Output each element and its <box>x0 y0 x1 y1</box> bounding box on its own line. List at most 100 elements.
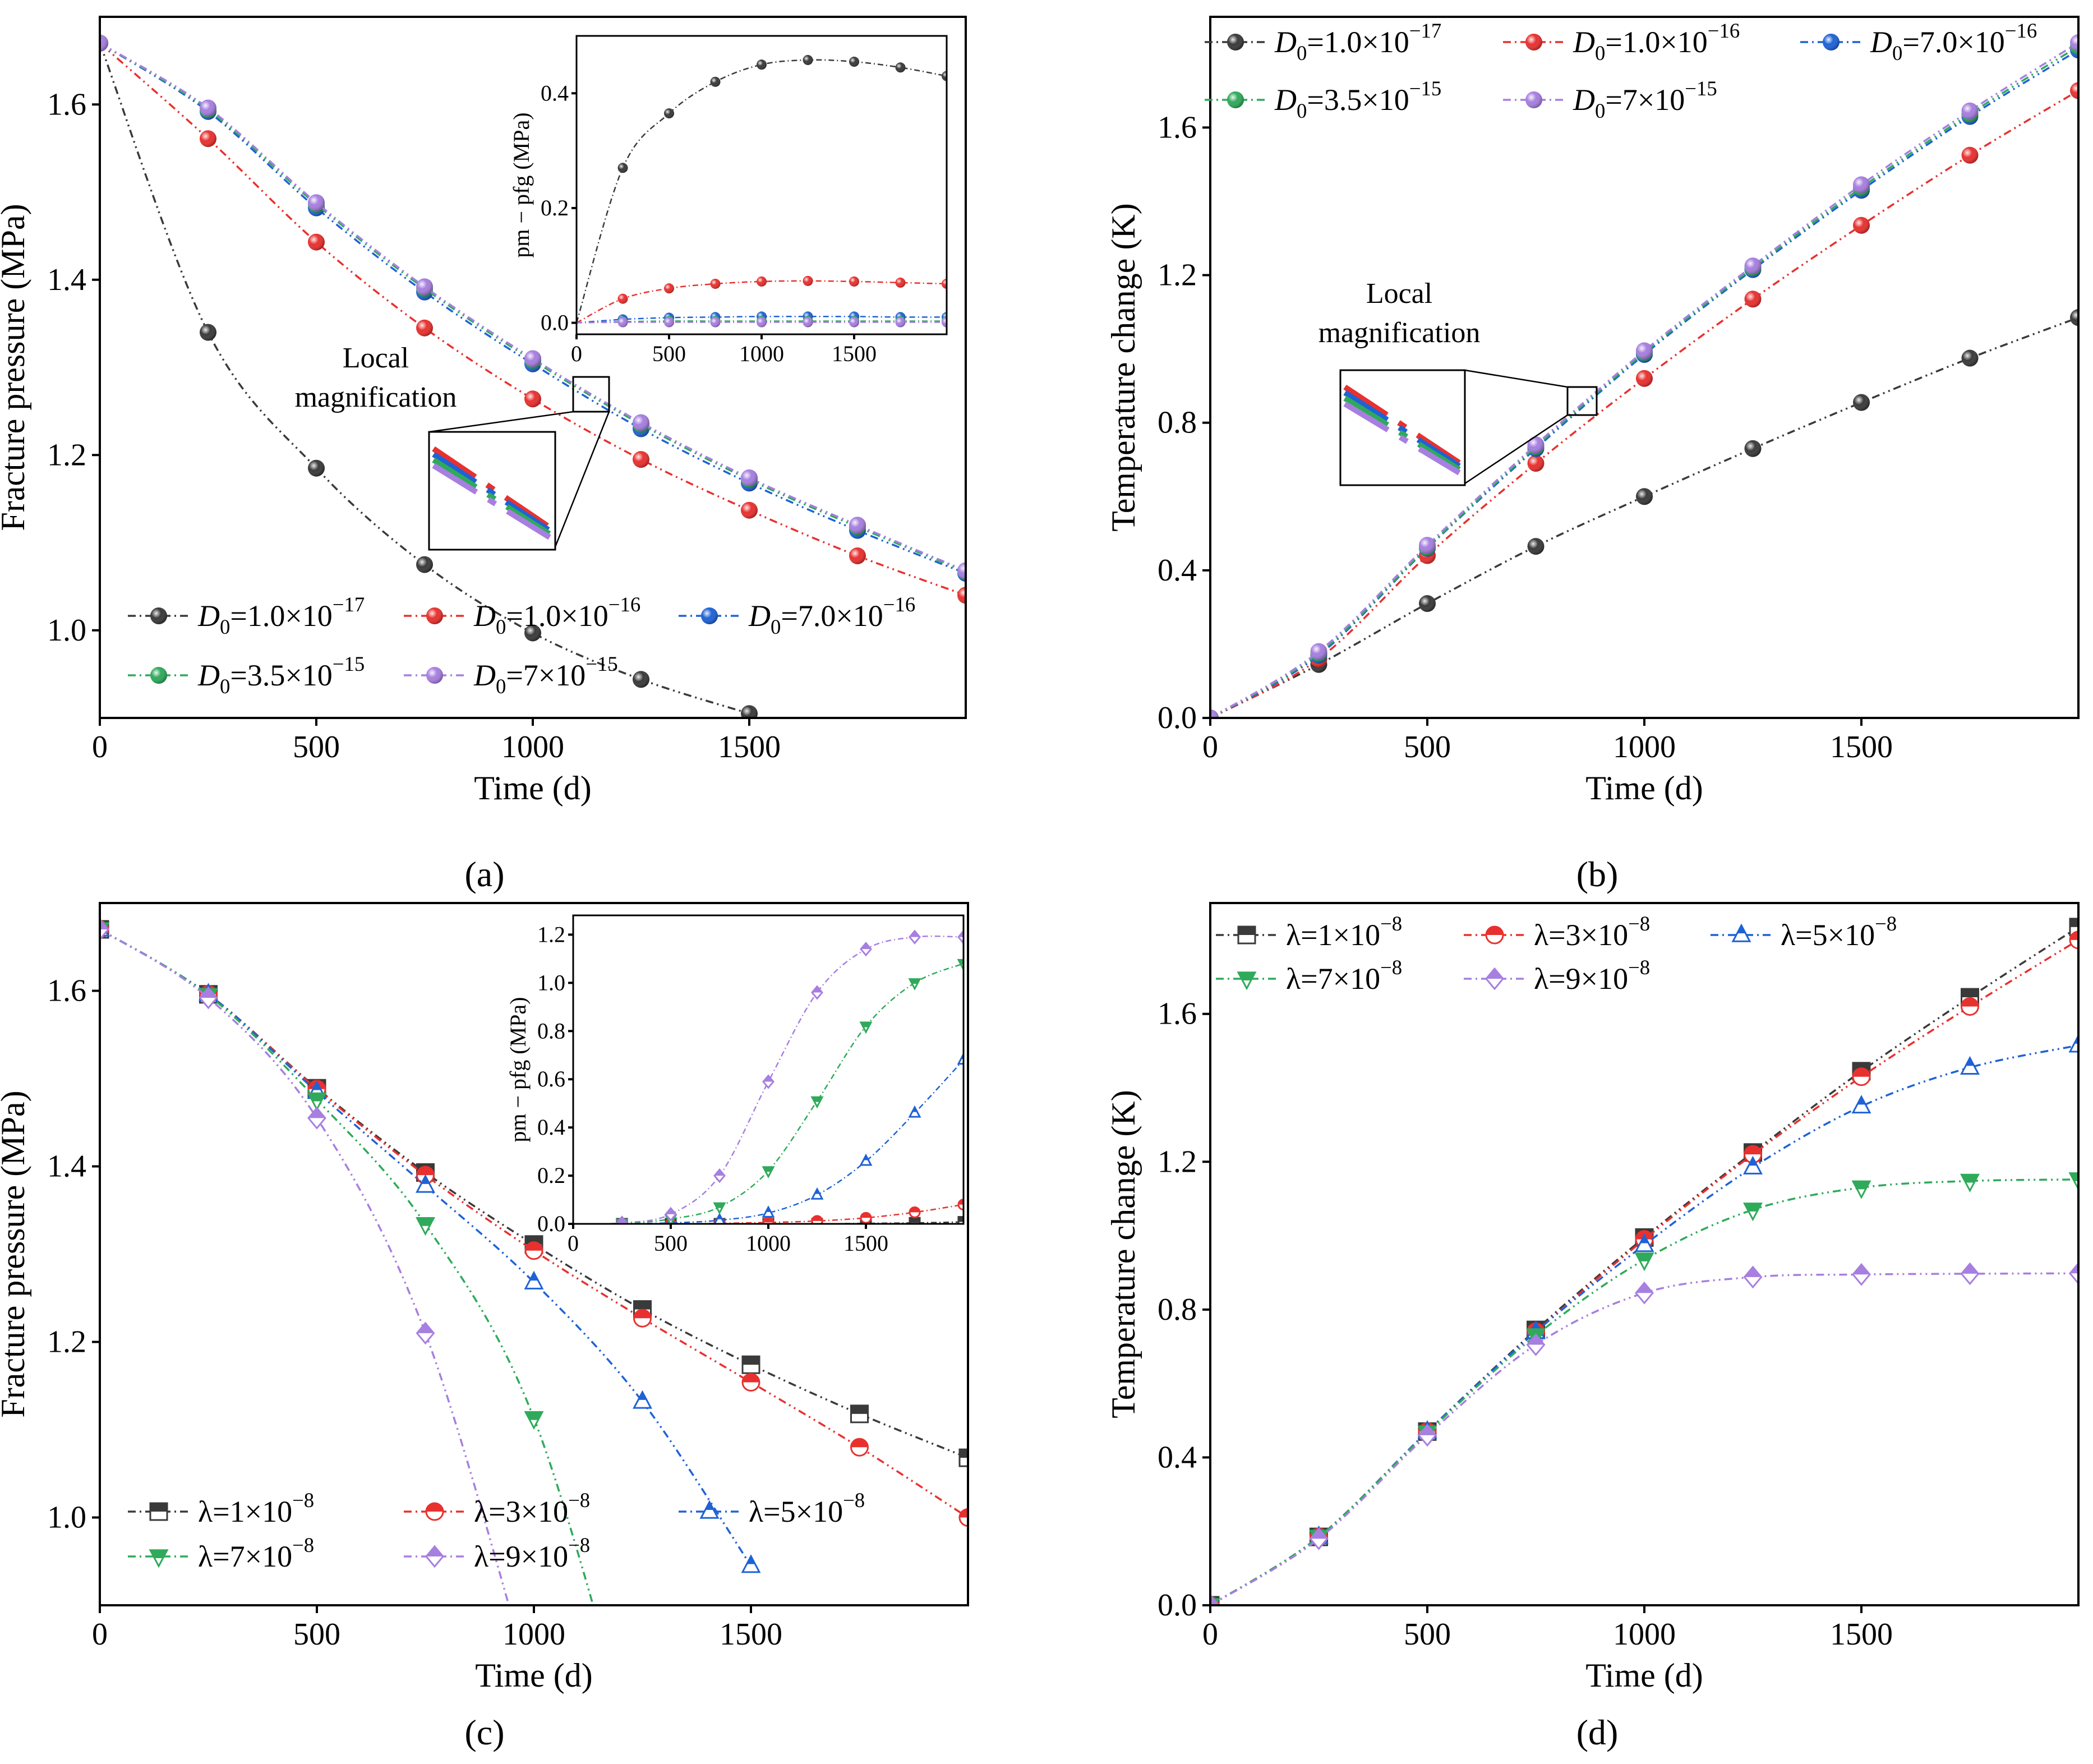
legend-label-2-exp: −8 <box>843 1489 865 1512</box>
legend-label-4-base: =7×10 <box>1605 83 1685 117</box>
magnification-curve-3 <box>432 463 551 540</box>
inset-point-2-4-half <box>766 1207 771 1212</box>
legend-label-1-exp: −8 <box>568 1489 590 1512</box>
data-point-1-5-shade <box>633 451 649 468</box>
legend-label-2-base: λ=5×10 <box>749 1495 843 1528</box>
data-point-2-5 <box>1743 1155 1763 1175</box>
magnification: Local magnification <box>1319 278 1598 486</box>
magnification-curve-3 <box>1343 401 1461 476</box>
inset-point-1-8-shade <box>942 278 947 289</box>
data-point-4-2-half <box>1419 1425 1436 1435</box>
data-point-2-6-half <box>746 1556 755 1564</box>
x-tick-label-3: 1500 <box>1830 730 1893 764</box>
legend-label-0-base: λ=1×10 <box>1286 918 1380 952</box>
inset-point-0-3-shade <box>710 76 721 87</box>
inset-y-tick-label-2: 0.4 <box>537 1114 565 1140</box>
legend-label-4-sym: D <box>473 658 496 692</box>
legend-label-4-exp: −15 <box>586 652 617 675</box>
data-point-0-5-shade <box>1744 440 1762 457</box>
inset-x-tick-label-0: 0 <box>571 341 582 366</box>
legend-label-4-base: λ=9×10 <box>1534 962 1628 996</box>
inset-point-4-5-half <box>812 986 822 993</box>
data-point-0-6-shade <box>1853 394 1870 411</box>
inset-point-0-2-shade <box>664 108 674 119</box>
legend-marker-1-shade <box>426 607 443 624</box>
inset-point-4-3-half <box>714 1169 725 1176</box>
legend-label-0: λ=1×10−8 <box>198 1489 314 1528</box>
data-point-1-8-half <box>2070 931 2078 940</box>
y-tick-label-3: 1.2 <box>1158 1144 1197 1179</box>
legend-marker-2-shade <box>1823 34 1840 50</box>
legend: D0=1.0×10−17 D0=1.0×10−16 D0=7.0×10−16D0=3… <box>128 593 915 698</box>
data-point-1-5-shade <box>1744 291 1762 308</box>
inset-point-1-2-shade <box>664 283 674 294</box>
y-tick-label-2: 0.8 <box>1158 406 1197 440</box>
magnification-connector-2 <box>1464 414 1568 485</box>
data-point-4-6-shade <box>741 469 758 486</box>
legend-marker-4-half <box>1486 969 1503 979</box>
y-tick-label-0: 1.0 <box>47 613 86 648</box>
y-tick-label-2: 1.4 <box>47 1149 86 1184</box>
data-point-4-7-half <box>1961 1263 1979 1274</box>
data-point-4-0-half <box>100 919 108 929</box>
inset-line-1 <box>577 280 947 324</box>
x-tick-label-0: 0 <box>1202 1617 1218 1652</box>
x-tick-label-1: 500 <box>293 730 340 764</box>
data-point-2-4 <box>1634 1233 1654 1252</box>
legend: λ=1×10−8 λ=3×10−8 λ=5×10−8λ=7×10−8 λ=9×10−8 <box>1216 912 1897 996</box>
legend-label-4-exp: −8 <box>568 1533 590 1556</box>
data-point-3-3-half <box>1527 1329 1545 1337</box>
inset-point-3-5-half <box>812 1097 822 1102</box>
data-point-4-5-half <box>1744 1266 1762 1277</box>
inset-point-1-7-half <box>910 1207 920 1213</box>
y-tick-label-2: 0.8 <box>1158 1292 1197 1327</box>
legend-label-3-exp: −15 <box>1409 77 1441 100</box>
inset-point-1-5-half <box>812 1215 822 1221</box>
legend-label-3: D0=3.5×10−15 <box>1274 77 1441 122</box>
legend-label-0: D0=1.0×10−17 <box>1274 19 1441 65</box>
legend-label-3-exp: −8 <box>292 1533 314 1556</box>
magnification-source-box <box>572 376 610 413</box>
inset-point-3-3-half <box>714 1203 725 1208</box>
legend-label-3: λ=7×10−8 <box>1286 956 1402 996</box>
legend-label-1-sub: 0 <box>1595 42 1605 65</box>
legend-label-1: λ=3×10−8 <box>474 1489 590 1528</box>
data-point-3-4-half <box>1636 1253 1653 1261</box>
data-point-1-7-shade <box>1961 146 1979 164</box>
y-tick-label-1: 0.4 <box>1158 553 1197 588</box>
data-point-4-1-half <box>1310 1528 1327 1539</box>
legend-label-0-base: λ=1×10 <box>198 1495 292 1528</box>
legend-label-2-sub: 0 <box>771 615 781 638</box>
x-tick-label-3: 1500 <box>720 1617 782 1652</box>
inset-y-tick-label-4: 0.8 <box>537 1018 565 1043</box>
inset-point-1-1-shade <box>617 293 628 304</box>
data-point-1-7-half <box>1961 998 1979 1007</box>
inset-y-axis-label: pm − pfg (MPa) <box>505 997 531 1142</box>
inset-point-0-7-shade <box>895 62 906 73</box>
legend-label-0: λ=1×10−8 <box>1286 912 1402 952</box>
y-axis-label: Fracture pressure (MPa) <box>0 1090 31 1417</box>
inset-point-0-8-half <box>958 1217 963 1222</box>
legend-label-2-exp: −16 <box>2005 19 2037 42</box>
data-point-1-4-shade <box>1636 370 1653 387</box>
inset-y-tick-label-6: 1.2 <box>537 922 565 947</box>
series-line-3 <box>100 42 966 573</box>
legend-label-1-exp: −16 <box>1708 19 1740 42</box>
y-tick-label-3: 1.6 <box>47 974 86 1008</box>
inset-point-2-3-half <box>717 1214 722 1219</box>
data-point-1-5-half <box>1744 1146 1762 1155</box>
data-point-1-7-half <box>851 1439 868 1448</box>
legend-label-0-base: =1.0×10 <box>230 599 332 633</box>
legend-label-1-sym: D <box>473 599 496 633</box>
legend-label-4-sub: 0 <box>496 675 506 698</box>
legend-label-2-base: =7.0×10 <box>781 599 883 633</box>
y-tick-label-4: 1.6 <box>1158 997 1197 1031</box>
data-point-0-6-half <box>743 1356 759 1365</box>
data-point-1-3-shade <box>1527 455 1545 472</box>
legend-label-4-sub: 0 <box>1595 99 1605 122</box>
data-point-2-4-half <box>529 1272 538 1281</box>
data-point-4-6-shade <box>1853 176 1870 194</box>
panel-label-b: (b) <box>1576 854 1619 894</box>
inset-point-4-7-shade <box>895 317 906 328</box>
y-tick-label-1: 1.2 <box>47 1325 86 1360</box>
